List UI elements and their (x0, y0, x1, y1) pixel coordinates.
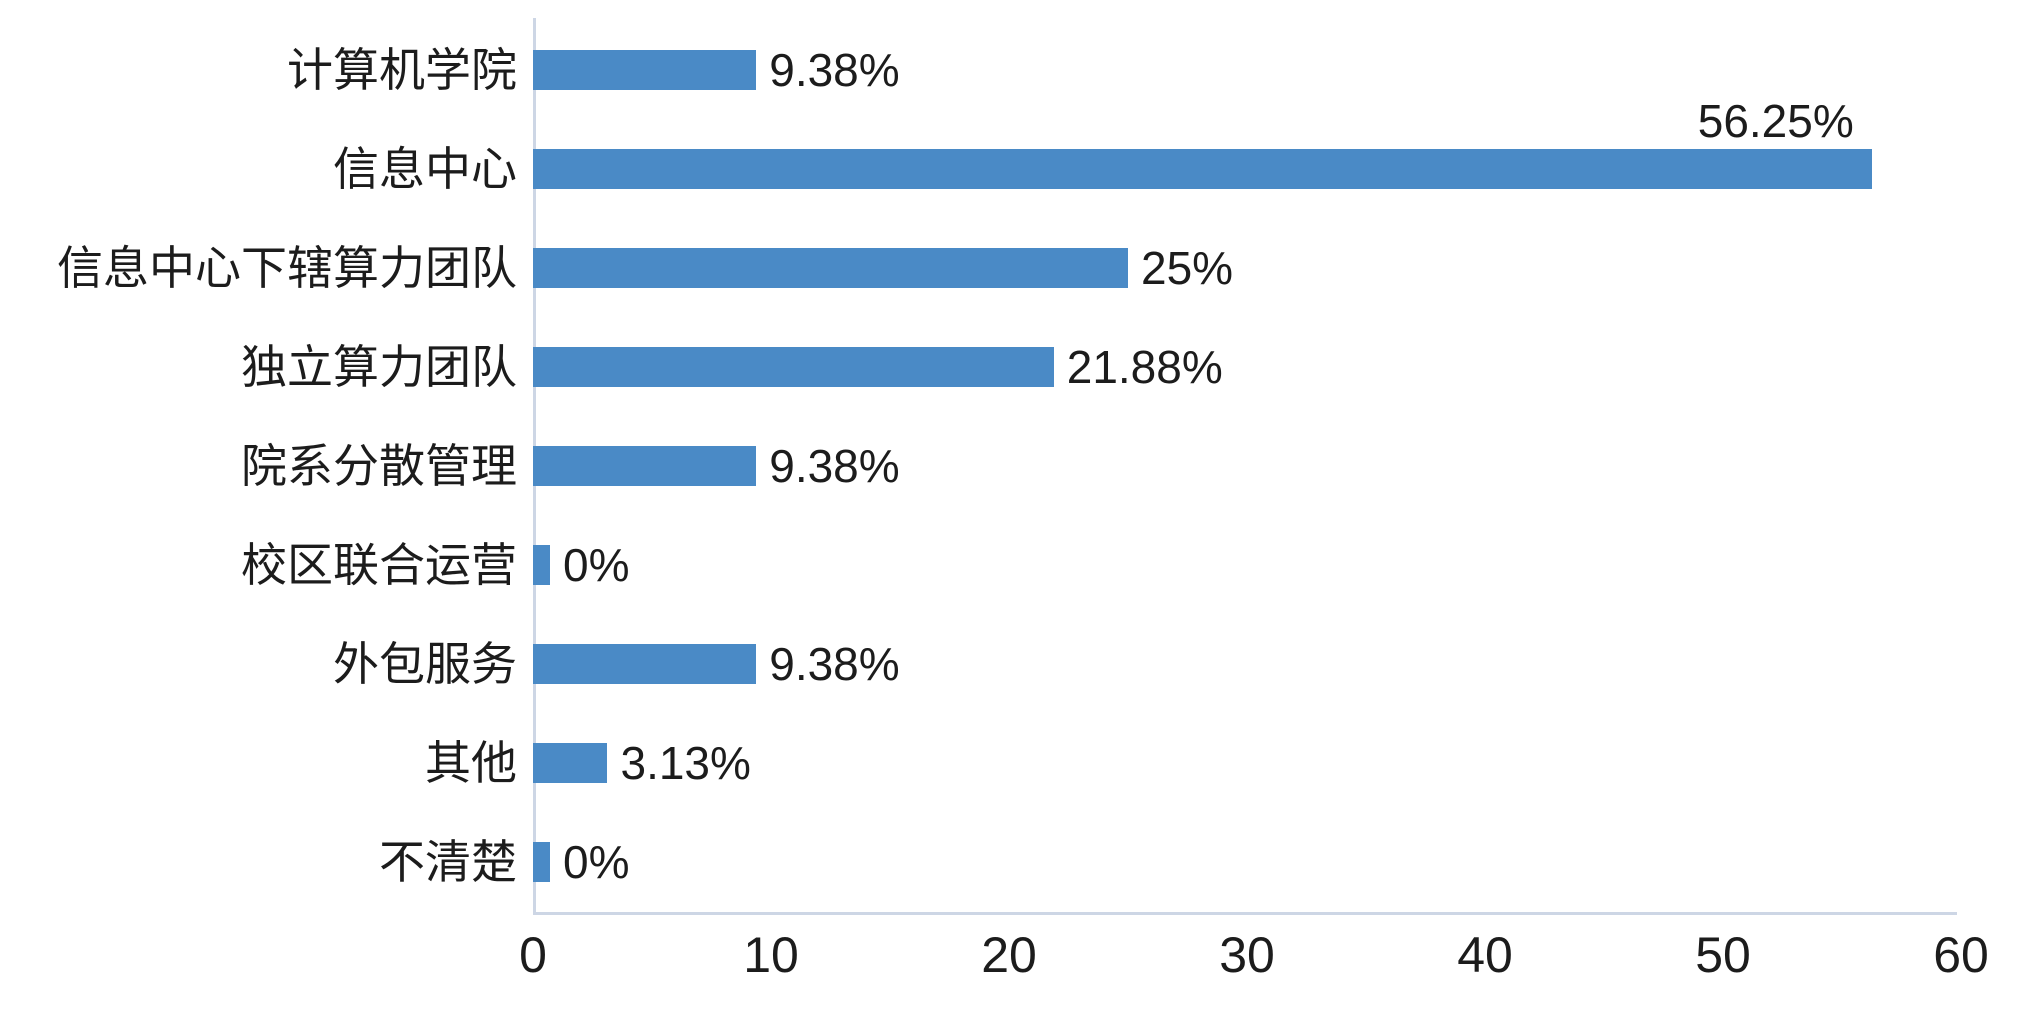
bar[interactable] (533, 346, 1054, 387)
value-label: 56.25% (1697, 94, 1854, 147)
category-label: 计算机学院 (287, 43, 517, 96)
x-axis-line (533, 912, 1957, 915)
bar-cell: 25% (533, 218, 1961, 317)
category-label: 信息中心下辖算力团队 (57, 241, 517, 294)
bar-row: 信息中心下辖算力团队 25% (0, 218, 1961, 317)
value-label: 25% (1141, 241, 1234, 294)
value-label: 9.38% (769, 43, 900, 96)
bar[interactable] (533, 743, 608, 784)
x-tick-label: 50 (1695, 927, 1751, 983)
bar[interactable] (533, 842, 550, 883)
value-label: 21.88% (1066, 340, 1223, 393)
bar-row: 计算机学院 9.38% (0, 20, 1961, 119)
x-tick-label: 10 (743, 927, 799, 983)
bar-cell: 3.13% (533, 714, 1961, 813)
bar-cell: 0% (533, 516, 1961, 615)
category-label: 校区联合运营 (241, 539, 517, 592)
value-label: 0% (563, 539, 630, 592)
bar-row: 不清楚 0% (0, 813, 1961, 912)
bar[interactable] (533, 49, 757, 90)
value-label: 9.38% (769, 638, 900, 691)
value-label: 0% (563, 836, 630, 889)
bar[interactable] (533, 148, 1872, 189)
bar[interactable] (533, 247, 1128, 288)
bar[interactable] (533, 644, 757, 685)
bar-cell: 9.38% (533, 615, 1961, 714)
category-label: 外包服务 (333, 638, 517, 691)
bar-rows: 计算机学院 9.38% 信息中心 56.25% 信息中心下辖算力团队 25% 独… (0, 20, 1961, 912)
bar[interactable] (533, 445, 757, 486)
x-tick-label: 60 (1933, 927, 1989, 983)
category-label: 不清楚 (379, 836, 517, 889)
bar[interactable] (533, 545, 550, 586)
bar-cell: 56.25% (533, 95, 1961, 218)
category-label: 信息中心 (333, 142, 517, 195)
x-axis-tick-labels: 0 10 20 30 40 50 60 (519, 926, 1989, 996)
bar-row: 校区联合运营 0% (0, 516, 1961, 615)
x-tick-label: 0 (519, 927, 547, 983)
x-tick-label: 20 (981, 927, 1037, 983)
category-label: 独立算力团队 (241, 340, 517, 393)
x-tick-label: 40 (1457, 927, 1513, 983)
bar-cell: 9.38% (533, 20, 1961, 119)
bar-cell: 9.38% (533, 416, 1961, 515)
value-label: 3.13% (620, 737, 751, 790)
bar-row: 独立算力团队 21.88% (0, 317, 1961, 416)
category-label: 其他 (425, 737, 517, 790)
bar-cell: 21.88% (533, 317, 1961, 416)
bar-row: 外包服务 9.38% (0, 615, 1961, 714)
category-label: 院系分散管理 (241, 439, 517, 492)
value-label: 9.38% (769, 439, 900, 492)
bar-row: 其他 3.13% (0, 714, 1961, 813)
x-tick-label: 30 (1219, 927, 1275, 983)
bar-row: 信息中心 56.25% (0, 95, 1961, 218)
bar-row: 院系分散管理 9.38% (0, 416, 1961, 515)
bar-cell: 0% (533, 813, 1961, 912)
